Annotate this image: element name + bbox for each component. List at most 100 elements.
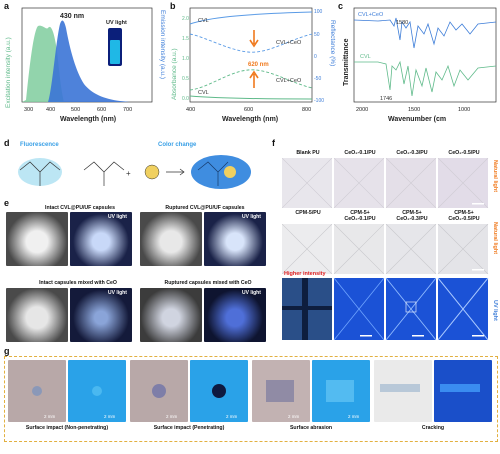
b-label-cvlce-top: CVL+CeO bbox=[276, 40, 302, 46]
g-photo-0 bbox=[8, 360, 66, 422]
b-label-cvl-bot: CVL bbox=[198, 90, 209, 96]
a-xtick-4: 700 bbox=[123, 107, 132, 113]
g-photo-2 bbox=[130, 360, 188, 422]
svg-text:+: + bbox=[126, 169, 131, 178]
b-xtick-1: 600 bbox=[244, 107, 253, 113]
f-row2-cap-1: CPM-5+ CeO₂-0.1/PU bbox=[344, 210, 376, 222]
panel-b-label: b bbox=[170, 1, 176, 11]
b-ytick-0: 2.0 bbox=[182, 16, 189, 22]
e-uv-tag-5: UV light bbox=[108, 290, 127, 296]
c-peak-bot: 1746 bbox=[380, 96, 392, 102]
g-cap-2: Surface abrasion bbox=[289, 425, 333, 431]
e-title-3: Ruptured capsules mixed with CeO bbox=[164, 280, 252, 286]
b-ylabel-left: Absorbance (a.u.) bbox=[171, 48, 178, 100]
panel-c-chart: CVL+CeO CVL 1580 1746 2000 1500 1000 Wav… bbox=[343, 7, 497, 123]
panel-b-chart: 620 nm CVL CVL+CeO CVL CVL+CeO 2.0 1.5 1… bbox=[171, 7, 336, 123]
c-series-bot: CVL bbox=[360, 54, 371, 60]
b-ytick-2: 1.0 bbox=[182, 56, 189, 62]
b-arrow-up bbox=[249, 70, 259, 88]
f-row3-tiles bbox=[282, 278, 489, 340]
e-photo-0 bbox=[6, 212, 68, 266]
e-photo-1 bbox=[70, 212, 132, 266]
b-cvlce-abs bbox=[189, 69, 313, 91]
g-cap-3: Cracking bbox=[421, 425, 445, 431]
e-photo-4 bbox=[6, 288, 68, 342]
b-cvlce-reflect bbox=[189, 33, 313, 53]
f-row2-cap-2: CPM-5+ CeO₂-0.3/PU bbox=[396, 210, 428, 222]
c-ylabel: Transmittance bbox=[343, 38, 350, 86]
panel-f-label: f bbox=[272, 138, 275, 148]
d-color-label: Color change bbox=[158, 142, 197, 148]
d-fluor-label: Fluorescence bbox=[20, 142, 59, 148]
c-peak-top: 1580 bbox=[396, 20, 408, 26]
g-photo-4 bbox=[252, 360, 310, 422]
g-scale-3: 2 mm bbox=[226, 414, 238, 419]
b-label-cvlce-bot: CVL+CeO bbox=[276, 78, 302, 84]
e-uv-tag-3: UV light bbox=[242, 214, 261, 220]
a-xlabel: Wavelength (nm) bbox=[60, 116, 116, 123]
g-cap-0: Surface impact (Non-penetrating) bbox=[25, 425, 109, 431]
a-xtick-3: 600 bbox=[97, 107, 106, 113]
b-rtick-3: -50 bbox=[314, 76, 321, 82]
panel-a-label: a bbox=[4, 1, 10, 11]
b-rtick-4: -100 bbox=[314, 98, 324, 104]
a-xtick-2: 500 bbox=[71, 107, 80, 113]
b-ytick-4: 0.0 bbox=[182, 96, 189, 102]
f-row1-cap-2: CeO₂-0.3/PU bbox=[396, 150, 428, 156]
e-photo-2 bbox=[140, 212, 202, 266]
b-rtick-2: 0 bbox=[314, 54, 317, 60]
e-photo-7 bbox=[204, 288, 266, 342]
e-title-2: Intact capsules mixed with CeO bbox=[39, 280, 117, 286]
b-cvl-reflect bbox=[189, 11, 313, 25]
c-xlabel: Wavenumber (cm bbox=[388, 116, 446, 123]
a-xtick-0: 300 bbox=[24, 107, 33, 113]
a-ylabel-right: Emission intensity (a.u.) bbox=[159, 10, 166, 79]
f-row2-cap-3: CPM-5+ CeO₂-0.5/PU bbox=[448, 210, 480, 222]
panel-a-chart: 330 nm 430 nm UV light 300 400 500 600 7… bbox=[5, 7, 166, 123]
panel-d-scheme: + bbox=[18, 155, 251, 189]
b-arrow-down bbox=[249, 30, 259, 48]
g-frame bbox=[4, 356, 498, 442]
c-xtick-0: 2000 bbox=[356, 107, 368, 113]
f-row2-cap-0: CPM-5/PU bbox=[295, 210, 321, 216]
g-photo-6 bbox=[374, 360, 432, 422]
b-ytick-3: 0.5 bbox=[182, 76, 189, 82]
e-uv-tag-1: UV light bbox=[108, 214, 127, 220]
f-row1-cap-0: Blank PU bbox=[296, 150, 320, 156]
e-uv-tag-7: UV light bbox=[242, 290, 261, 296]
g-photo-1 bbox=[68, 360, 126, 422]
panel-e-label: e bbox=[4, 198, 10, 208]
panel-c-label: c bbox=[338, 1, 344, 11]
uv-tag-a: UV light bbox=[106, 20, 127, 26]
b-xlabel: Wavelength (nm) bbox=[222, 116, 278, 123]
g-photo-5 bbox=[312, 360, 370, 422]
f-higher-label: Higher intensity bbox=[284, 271, 326, 277]
g-scale-2: 2 mm bbox=[166, 414, 178, 419]
e-photo-6 bbox=[140, 288, 202, 342]
b-label-cvl-top: CVL bbox=[198, 18, 209, 24]
g-cap-1: Surface impact (Penetrating) bbox=[153, 425, 225, 431]
b-xtick-2: 800 bbox=[302, 107, 311, 113]
panel-g-label: g bbox=[4, 346, 10, 356]
b-ylabel-right: Reflectance (%) bbox=[329, 20, 336, 66]
e-photo-3 bbox=[204, 212, 266, 266]
f-side-1: Natural light bbox=[492, 160, 498, 193]
b-annot: 620 nm bbox=[248, 62, 269, 68]
f-row1-tiles bbox=[282, 158, 489, 208]
b-rtick-0: 100 bbox=[314, 9, 323, 15]
e-title-1: Ruptured CVL@PU/UF capsules bbox=[165, 205, 245, 211]
b-ytick-1: 1.5 bbox=[182, 36, 189, 42]
g-scale-5: 2 mm bbox=[348, 414, 360, 419]
peak2-label: 430 nm bbox=[60, 13, 84, 20]
g-photo-7 bbox=[434, 360, 492, 422]
e-photo-5 bbox=[70, 288, 132, 342]
peak1-label: 330 nm bbox=[26, 15, 50, 22]
c-series-top: CVL+CeO bbox=[358, 12, 384, 18]
c-cvl-spectrum bbox=[354, 60, 497, 97]
f-side-3: UV light bbox=[492, 300, 498, 321]
b-xtick-0: 400 bbox=[186, 107, 195, 113]
c-xtick-1: 1500 bbox=[408, 107, 420, 113]
f-row2-tiles bbox=[282, 224, 489, 274]
a-ylabel-left: Excitation intensity (a.u.) bbox=[5, 37, 12, 108]
b-cvl-abs bbox=[189, 95, 313, 100]
